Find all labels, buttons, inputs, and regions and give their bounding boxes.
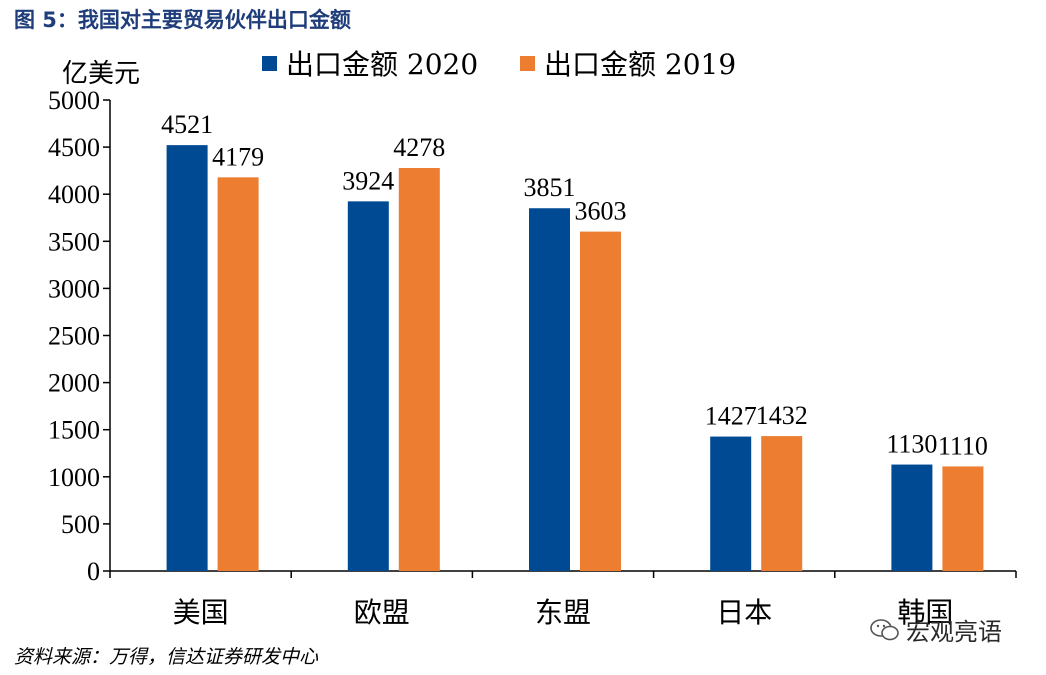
bar-series-1 bbox=[347, 201, 389, 572]
y-tick-label: 1500 bbox=[48, 416, 100, 445]
legend-label: 出口金额 2020 bbox=[286, 48, 478, 81]
y-axis: 0 500 1000 1500 2000 2500 3000 3500 4000 4500 5000 bbox=[48, 86, 111, 586]
legend-swatch bbox=[262, 56, 277, 71]
wechat-icon bbox=[870, 618, 899, 640]
y-tick-label: 3000 bbox=[48, 274, 100, 303]
y-tick-label: 3500 bbox=[48, 227, 100, 256]
bar-series-1 bbox=[529, 208, 570, 572]
bar-series-2 bbox=[580, 231, 621, 571]
bar-series-2 bbox=[398, 168, 440, 572]
figure-title: 图 5：我国对主要贸易伙伴出口金额 bbox=[14, 8, 351, 32]
watermark-text: 宏观亮语 bbox=[906, 618, 1002, 646]
data-label: 1110 bbox=[938, 431, 988, 460]
bar-series-1 bbox=[166, 145, 208, 571]
bar-series-2 bbox=[942, 466, 984, 571]
bar-series bbox=[166, 145, 984, 572]
data-label: 4278 bbox=[393, 133, 445, 162]
legend: 出口金额 2020 出口金额 2019 bbox=[262, 48, 736, 81]
data-label: 3851 bbox=[524, 173, 576, 202]
data-label: 1427 bbox=[705, 402, 757, 431]
y-tick-label: 2500 bbox=[48, 322, 100, 351]
watermark: 宏观亮语 bbox=[870, 612, 1002, 647]
y-tick-label: 0 bbox=[87, 557, 100, 586]
x-category-label: 欧盟 bbox=[354, 596, 410, 629]
data-label: 4521 bbox=[161, 110, 213, 139]
y-tick-label: 4000 bbox=[48, 180, 100, 209]
data-label: 3924 bbox=[342, 166, 394, 195]
y-unit-label: 亿美元 bbox=[62, 59, 140, 89]
data-label: 4179 bbox=[212, 142, 264, 171]
legend-swatch bbox=[520, 56, 535, 71]
y-tick-label: 500 bbox=[61, 510, 100, 539]
data-label: 1432 bbox=[756, 401, 808, 430]
legend-label: 出口金额 2019 bbox=[544, 48, 736, 81]
data-label: 3603 bbox=[575, 197, 627, 226]
data-labels: 4521 3924 3851 1427 1130 4179 4278 3603 1432 1110 bbox=[161, 110, 988, 460]
source-note: 资料来源：万得，信达证券研发中心 bbox=[14, 646, 319, 668]
x-category-label: 日本 bbox=[716, 596, 772, 629]
y-tick-label: 4500 bbox=[48, 133, 100, 162]
bar-series-2 bbox=[761, 436, 803, 571]
x-category-label: 东盟 bbox=[535, 596, 591, 629]
bar-series-1 bbox=[891, 464, 933, 571]
bar-series-1 bbox=[710, 436, 752, 571]
y-tick-label: 2000 bbox=[48, 369, 100, 398]
x-category-label: 美国 bbox=[173, 596, 229, 629]
y-tick-label: 5000 bbox=[48, 86, 100, 115]
data-label: 1130 bbox=[886, 430, 937, 459]
bar-series-2 bbox=[217, 177, 259, 571]
x-axis: 美国 欧盟 东盟 日本 韩国 bbox=[109, 570, 1017, 629]
y-tick-label: 1000 bbox=[48, 463, 100, 492]
x-category-label: 韩国 bbox=[897, 596, 953, 629]
